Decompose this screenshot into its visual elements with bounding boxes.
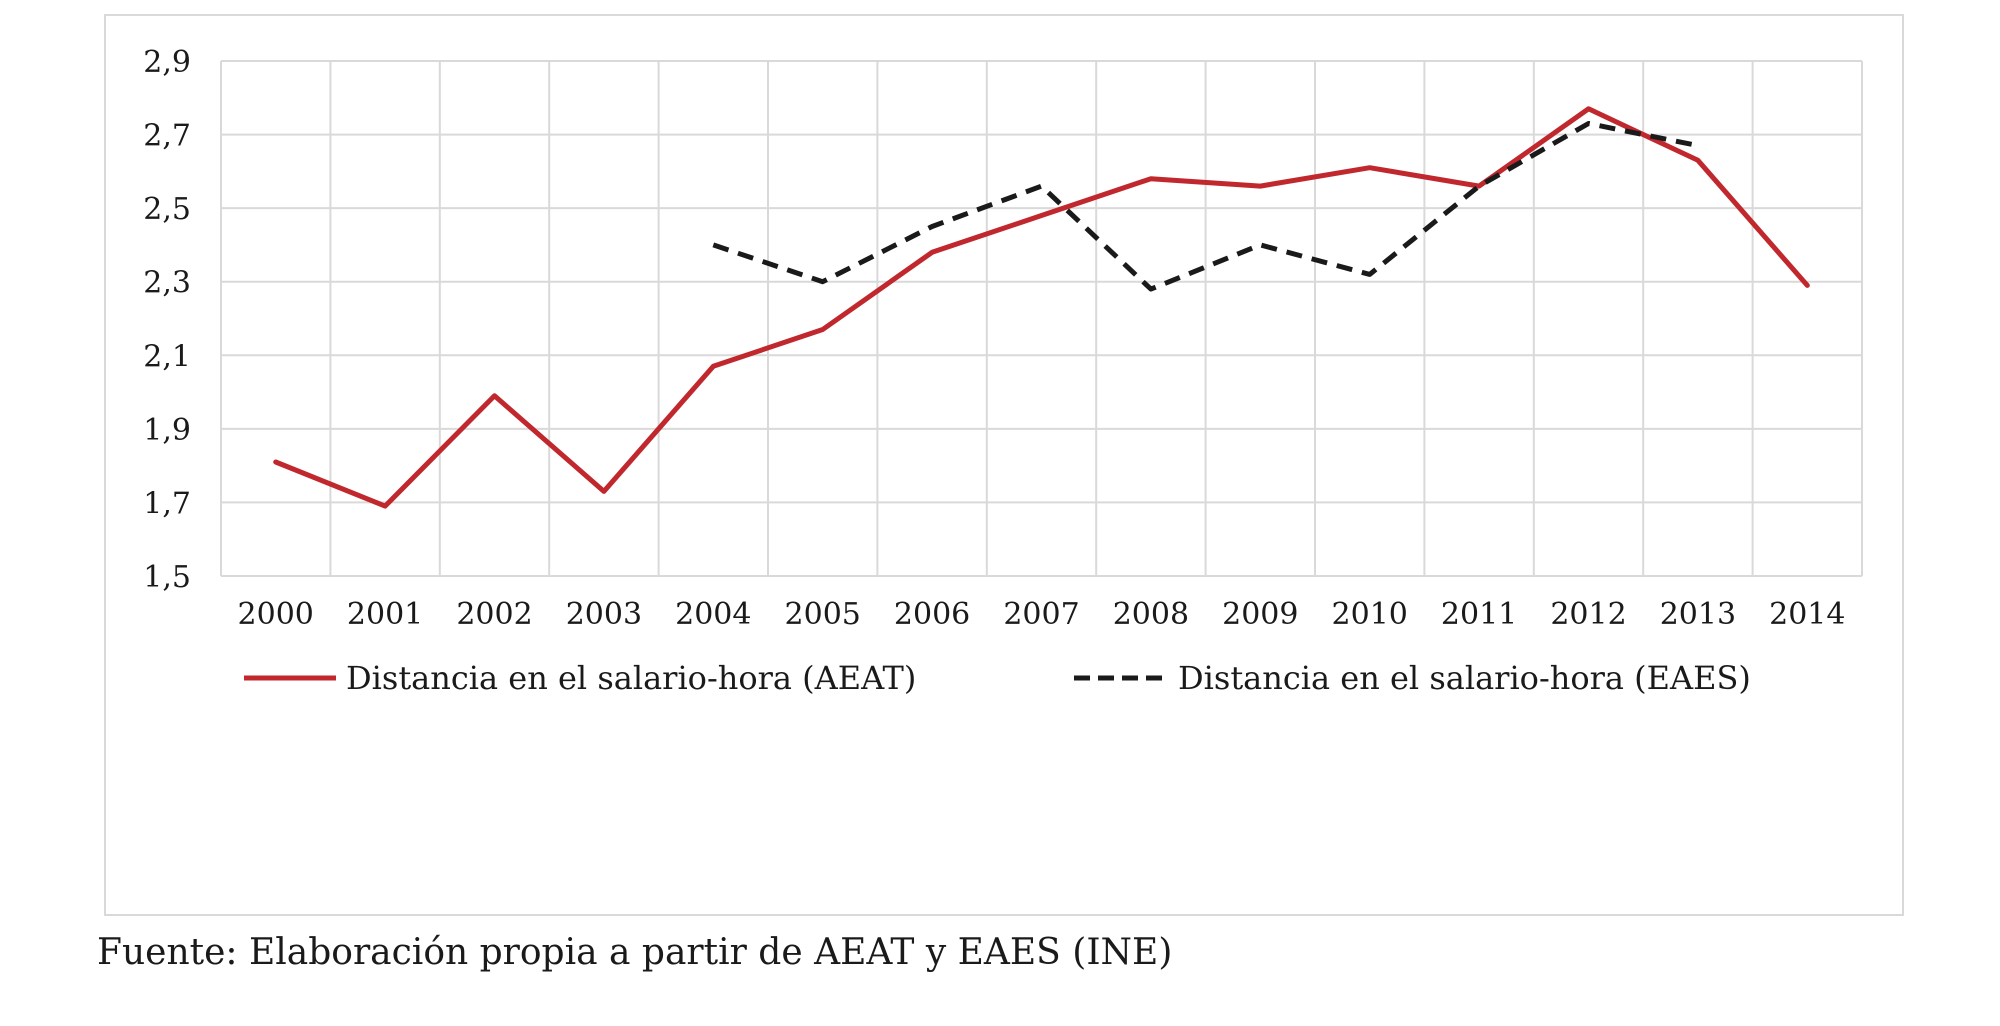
- series-line-aeat: [273, 106, 1810, 509]
- y-tick-label: 2,1: [143, 339, 191, 374]
- x-tick-label: 2012: [1550, 597, 1626, 632]
- x-tick-label: 2007: [1003, 597, 1079, 632]
- x-tick-label: 2003: [566, 597, 642, 632]
- x-tick-label: 2014: [1769, 597, 1845, 632]
- x-tick-label: 2004: [675, 597, 751, 632]
- y-tick-label: 1,5: [143, 560, 191, 595]
- y-tick-label: 2,5: [143, 192, 191, 227]
- series-line-eaes: [712, 121, 1699, 292]
- x-tick-label: 2013: [1660, 597, 1736, 632]
- x-tick-label: 2006: [894, 597, 970, 632]
- y-tick-label: 2,7: [143, 119, 191, 154]
- x-tick-label: 2010: [1332, 597, 1408, 632]
- y-tick-label: 1,7: [143, 486, 191, 521]
- legend-label: Distancia en el salario-hora (EAES): [1178, 659, 1751, 697]
- source-note: Fuente: Elaboración propia a partir de A…: [97, 932, 1173, 973]
- legend-label: Distancia en el salario-hora (AEAT): [346, 659, 916, 697]
- x-tick-label: 2000: [238, 597, 314, 632]
- x-tick-label: 2011: [1441, 597, 1517, 632]
- x-tick-label: 2001: [347, 597, 423, 632]
- x-tick-label: 2002: [456, 597, 532, 632]
- y-tick-label: 1,9: [143, 413, 191, 448]
- y-tick-label: 2,9: [143, 45, 191, 80]
- chart-frame: 1,5 1,7 1,9 2,1 2,3 2,5 2,7 2,9 2000 2001 2002 2003…: [104, 14, 1904, 916]
- x-tick-label: 2009: [1222, 597, 1298, 632]
- x-tick-label: 2005: [785, 597, 861, 632]
- x-tick-label: 2008: [1113, 597, 1189, 632]
- y-tick-label: 2,3: [143, 266, 191, 301]
- line-chart: 1,5 1,7 1,9 2,1 2,3 2,5 2,7 2,9 2000 2001 2002 2003…: [143, 45, 1863, 697]
